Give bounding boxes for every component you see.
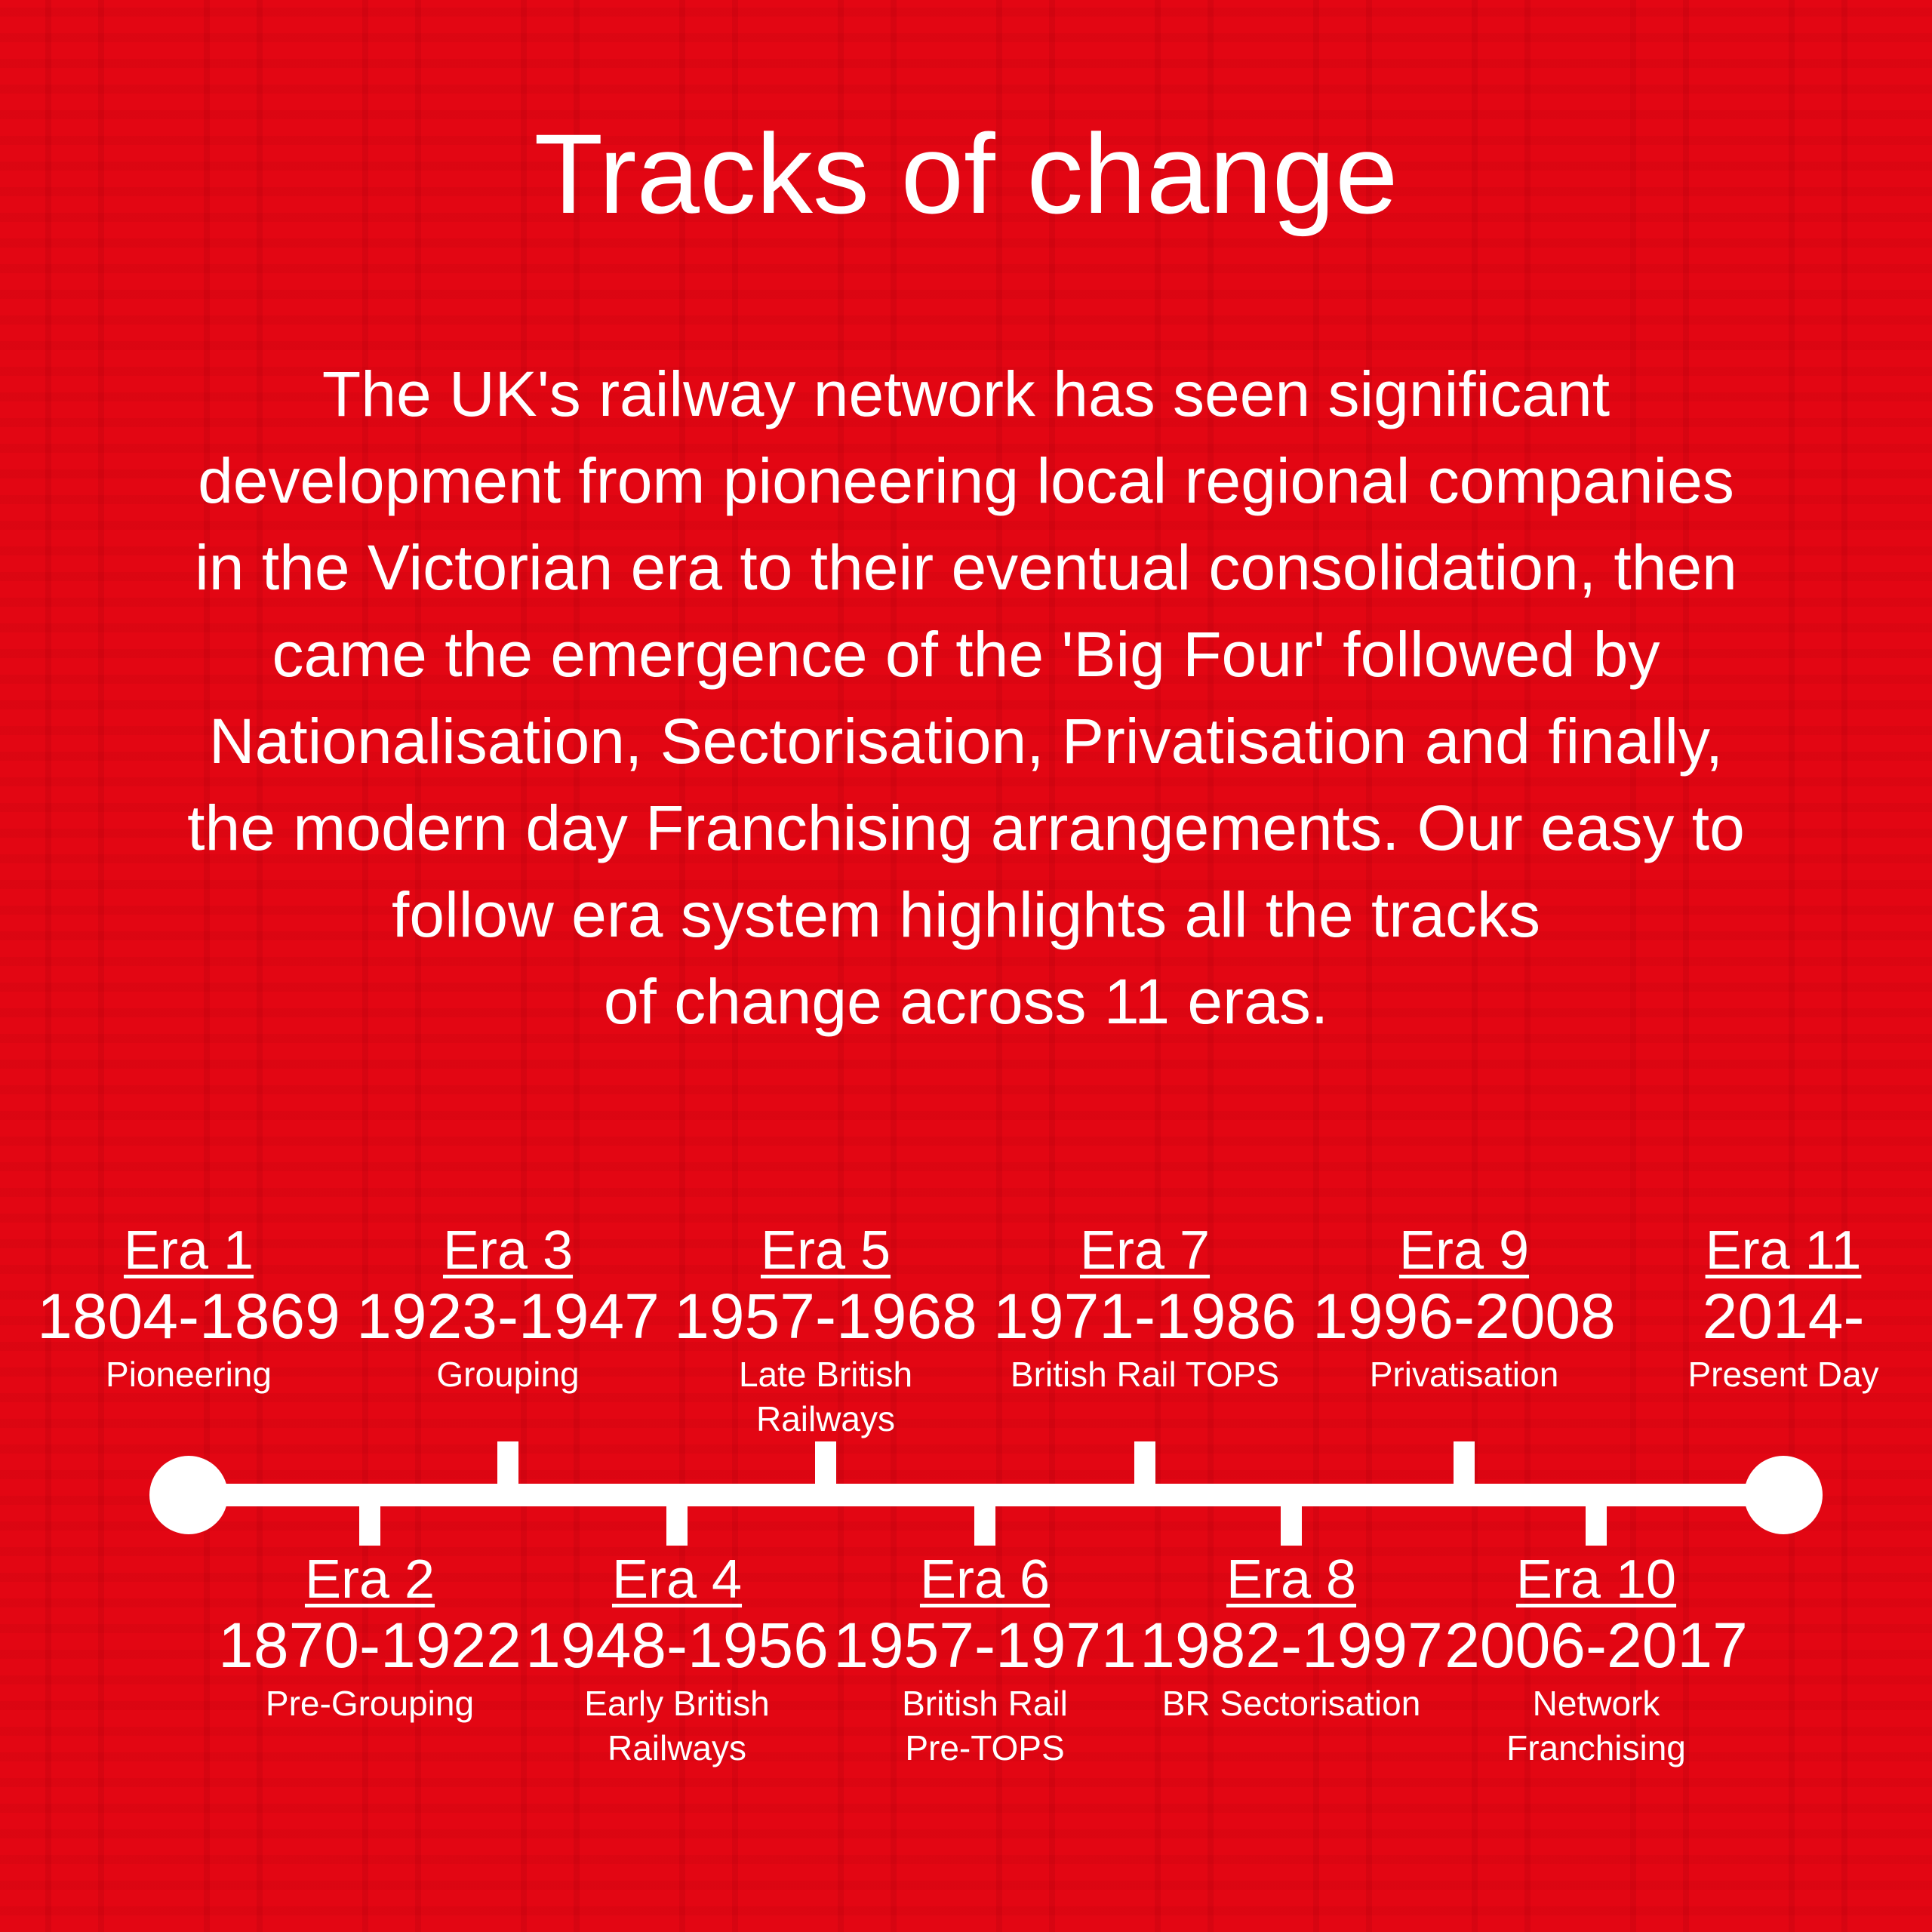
era-item: Era 5 1957-1968 Late British Railways — [674, 1220, 977, 1441]
timeline-tick — [974, 1494, 995, 1546]
era-item: Era 11 2014- Present Day — [1687, 1220, 1878, 1397]
era-description: BR Sectorisation — [1161, 1684, 1421, 1723]
intro-line: came the emergence of the 'Big Four' fol… — [272, 619, 1660, 690]
intro-line: follow era system highlights all the tra… — [392, 879, 1540, 950]
intro-line: the modern day Franchising arrangements.… — [187, 792, 1745, 863]
page-title: Tracks of change — [534, 110, 1398, 237]
era-description: Grouping — [436, 1355, 580, 1394]
era-name: Era 1 — [123, 1220, 254, 1281]
intro-line: Nationalisation, Sectorisation, Privatis… — [208, 706, 1724, 777]
era-name: Era 11 — [1705, 1220, 1862, 1281]
era-item: Era 4 1948-1956 Early British Railways — [525, 1549, 829, 1770]
era-item: Era 10 2006-2017 Network Franchising — [1444, 1549, 1748, 1770]
era-description: British Rail — [902, 1684, 1068, 1723]
era-name: Era 6 — [919, 1549, 1051, 1610]
timeline-end-terminus — [1744, 1456, 1823, 1534]
era-description: Present Day — [1687, 1355, 1879, 1394]
intro-line: development from pioneering local region… — [198, 445, 1734, 516]
timeline-tick — [1134, 1441, 1155, 1494]
intro-paragraph: The UK's railway network has seen signif… — [98, 351, 1834, 1045]
era-name: Era 3 — [442, 1220, 574, 1281]
era-years: 1948-1956 — [525, 1610, 829, 1681]
era-years: 2014- — [1702, 1281, 1865, 1352]
era-item: Era 7 1971-1986 British Rail TOPS — [993, 1220, 1297, 1397]
era-item: Era 6 1957-1971 British Rail Pre-TOPS — [833, 1549, 1137, 1770]
era-item: Era 3 1923-1947 Grouping — [356, 1220, 660, 1397]
era-years: 1957-1968 — [674, 1281, 977, 1352]
era-item: Era 8 1982-1997 BR Sectorisation — [1140, 1549, 1443, 1726]
timeline-tick — [666, 1494, 688, 1546]
era-description: Pioneering — [106, 1355, 272, 1394]
era-years: 1957-1971 — [833, 1610, 1137, 1681]
era-item: Era 2 1870-1922 Pre-Grouping — [218, 1549, 521, 1726]
intro-line: in the Victorian era to their eventual c… — [195, 532, 1737, 603]
timeline-tick — [497, 1441, 518, 1494]
era-description: Pre-TOPS — [905, 1728, 1065, 1767]
era-item: Era 1 1804-1869 Pioneering — [37, 1220, 340, 1397]
era-name: Era 10 — [1515, 1549, 1677, 1610]
era-name: Era 8 — [1226, 1549, 1357, 1610]
era-description: Railways — [607, 1728, 747, 1767]
era-years: 1870-1922 — [218, 1610, 521, 1681]
era-name: Era 2 — [304, 1549, 435, 1610]
era-description: Privatisation — [1369, 1355, 1559, 1394]
era-description: Network — [1532, 1684, 1660, 1723]
era-description: Early British — [584, 1684, 770, 1723]
timeline-tick — [1586, 1494, 1607, 1546]
era-years: 1804-1869 — [37, 1281, 340, 1352]
timeline-start-terminus — [149, 1456, 228, 1534]
era-description: Railways — [755, 1399, 896, 1438]
era-name: Era 5 — [760, 1220, 891, 1281]
timeline-tick — [1454, 1441, 1475, 1494]
era-name: Era 4 — [611, 1549, 743, 1610]
era-years: 1996-2008 — [1312, 1281, 1616, 1352]
intro-line: of change across 11 eras. — [603, 966, 1329, 1037]
era-description: British Rail TOPS — [1010, 1355, 1280, 1394]
era-description: Franchising — [1506, 1728, 1686, 1767]
era-description: Late British — [738, 1355, 913, 1394]
timeline-tick — [359, 1494, 380, 1546]
timeline-tick — [1281, 1494, 1302, 1546]
era-years: 1971-1986 — [993, 1281, 1297, 1352]
era-description: Pre-Grouping — [265, 1684, 475, 1723]
era-years: 2006-2017 — [1444, 1610, 1748, 1681]
era-years: 1923-1947 — [356, 1281, 660, 1352]
intro-line: The UK's railway network has seen signif… — [321, 358, 1611, 429]
timeline-tick — [815, 1441, 836, 1494]
era-item: Era 9 1996-2008 Privatisation — [1312, 1220, 1616, 1397]
era-name: Era 7 — [1079, 1220, 1211, 1281]
era-name: Era 9 — [1398, 1220, 1530, 1281]
era-years: 1982-1997 — [1140, 1610, 1443, 1681]
